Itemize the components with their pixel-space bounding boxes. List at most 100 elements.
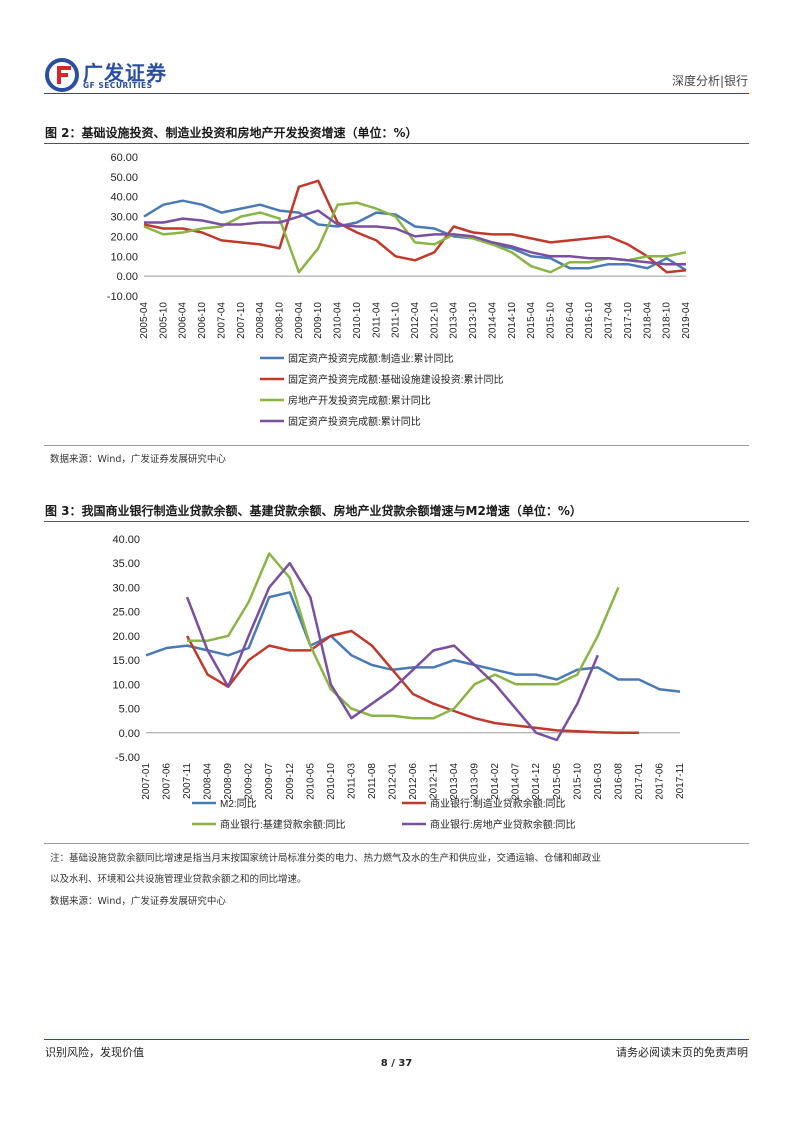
chart2-x-tick-label: 2008-09 <box>223 763 234 800</box>
chart1-y-tick-label: 40.00 <box>110 192 138 204</box>
chart2-legend-label-3: 商业银行:房地产业贷款余额:同比 <box>430 818 576 831</box>
chart2-x-tick-label: 2015-05 <box>552 763 563 800</box>
chart1-y-tick-label: 30.00 <box>110 212 138 224</box>
chart2-x-tick-label: 2012-11 <box>429 763 440 799</box>
chart1-x-tick-label: 2006-04 <box>178 302 189 339</box>
logo-english-name: GF SECURITIES <box>83 81 153 90</box>
chart1-x-tick-label: 2013-04 <box>449 302 460 339</box>
chart1-x-tick-label: 2012-04 <box>410 302 421 339</box>
chart2-x-tick-label: 2007-11 <box>182 763 193 799</box>
figure3-chart: 40.00 35.00 30.00 25.00 20.00 15.00 10.00 5.00 0… <box>112 534 686 831</box>
chart1-x-tick-label: 2017-04 <box>604 302 615 339</box>
chart2-x-tick-label: 2017-06 <box>654 763 665 800</box>
figure3-source: 数据来源：Wind，广发证券发展研究中心 <box>50 896 226 907</box>
chart1-x-tick-label: 2007-10 <box>236 302 247 339</box>
chart2-y-tick-label: 5.00 <box>119 704 140 716</box>
chart1-series-3-line <box>144 209 686 266</box>
chart1-x-tick-label: 2005-04 <box>139 302 150 339</box>
chart1-x-tick-label: 2019-04 <box>681 302 692 339</box>
figure2-chart: 60.00 50.00 40.00 30.00 20.00 10.00 0.00 -10.00… <box>107 152 692 428</box>
chart2-x-tick-label: 2009-02 <box>244 763 255 800</box>
chart2-y-tick-label: 15.00 <box>112 655 140 667</box>
chart1-x-tick-label: 2009-04 <box>294 302 305 339</box>
chart1-legend-label-3: 固定资产投资完成额:累计同比 <box>288 415 421 428</box>
figure2-title: 图 2：基础设施投资、制造业投资和房地产开发投资增速（单位：%） <box>45 126 418 140</box>
footer-divider <box>44 1039 749 1040</box>
chart2-x-tick-label: 2009-12 <box>285 763 296 800</box>
chart2-y-tick-label: -5.00 <box>115 752 140 764</box>
chart2-y-tick-label: 10.00 <box>112 679 140 691</box>
chart2-y-tick-label: 30.00 <box>112 582 140 594</box>
footer-slogan: 识别风险，发现价值 <box>45 1046 144 1059</box>
chart2-x-tick-label: 2015-10 <box>572 763 583 800</box>
chart1-x-tick-label: 2010-04 <box>333 302 344 339</box>
figure2-bottom-rule <box>44 445 749 446</box>
chart1-x-tick-label: 2014-10 <box>507 302 518 339</box>
chart2-y-tick-label: 0.00 <box>119 728 140 740</box>
chart1-y-tick-label: 50.00 <box>110 172 138 184</box>
chart2-x-tick-label: 2010-10 <box>326 763 337 800</box>
chart2-y-tick-label: 20.00 <box>112 631 140 643</box>
chart2-x-tick-label: 2014-12 <box>531 763 542 800</box>
figure2-top-rule <box>44 143 749 144</box>
chart2-legend-label-1: 商业银行:制造业贷款余额:同比 <box>430 797 566 810</box>
chart1-x-tick-label: 2016-04 <box>565 302 576 339</box>
chart2-x-tick-label: 2013-09 <box>470 763 481 800</box>
chart1-legend-label-2: 房地产开发投资完成额:累计同比 <box>288 394 431 407</box>
chart1-x-tick-label: 2012-10 <box>429 302 440 339</box>
chart2-x-tick-label: 2014-02 <box>490 763 501 800</box>
chart2-x-tick-label: 2013-04 <box>449 763 460 800</box>
chart1-legend-label-1: 固定资产投资完成额:基础设施建设投资:累计同比 <box>288 373 504 386</box>
chart1-x-tick-label: 2013-10 <box>468 302 479 339</box>
header-divider <box>44 93 749 94</box>
gf-logo-icon <box>45 58 79 92</box>
figure3-note: 注：基础设施贷款余额同比增速是指当月末按国家统计局标准分类的电力、热力燃气及水的… <box>50 848 750 890</box>
figure3-top-rule <box>44 521 749 522</box>
chart2-y-tick-label: 40.00 <box>112 534 140 546</box>
chart1-x-tick-label: 2005-10 <box>158 302 169 339</box>
chart2-x-tick-label: 2016-03 <box>593 763 604 800</box>
page-number: 8 / 37 <box>380 1058 413 1069</box>
chart2-x-tick-label: 2016-08 <box>613 763 624 800</box>
chart2-x-tick-label: 2010-05 <box>305 763 316 800</box>
chart2-series-3-line <box>185 561 599 742</box>
chart1-x-tick-label: 2016-10 <box>584 302 595 339</box>
footer-disclaimer: 请务必阅读末页的免责声明 <box>616 1046 748 1059</box>
chart1-y-tick-label: 0.00 <box>117 271 138 283</box>
chart1-x-tick-label: 2011-04 <box>371 302 382 338</box>
chart2-x-tick-label: 2012-06 <box>408 763 419 800</box>
chart2-x-tick-label: 2014-07 <box>511 763 522 800</box>
report-section: 深度分析|银行 <box>671 74 748 88</box>
chart1-x-tick-label: 2010-10 <box>352 302 363 339</box>
chart1-x-tick-label: 2015-04 <box>526 302 537 339</box>
chart1-x-tick-label: 2018-10 <box>662 302 673 339</box>
chart2-x-tick-label: 2017-11 <box>675 763 686 799</box>
chart2-x-tick-label: 2008-04 <box>203 763 214 800</box>
chart1-series-0-line <box>143 199 687 272</box>
chart2-y-tick-label: 35.00 <box>112 558 140 570</box>
chart2-legend-label-2: 商业银行:基建贷款余额:同比 <box>220 818 346 831</box>
chart1-series-1-line <box>143 179 687 274</box>
chart2-series-2-line <box>187 552 620 720</box>
chart1-x-tick-label: 2011-10 <box>391 302 402 338</box>
chart1-x-tick-label: 2007-04 <box>216 302 227 339</box>
figure2-source: 数据来源：Wind，广发证券发展研究中心 <box>50 454 226 465</box>
chart2-x-tick-label: 2011-03 <box>346 763 357 799</box>
chart1-y-tick-label: 10.00 <box>110 251 138 263</box>
chart2-legend-label-0: M2:同比 <box>220 798 257 810</box>
company-logo: 广发证券 GF SECURITIES <box>45 57 175 93</box>
chart1-y-tick-label: 60.00 <box>110 152 138 164</box>
figure3-note-line2: 以及水利、环境和公共设施管理业贷款余额之和的同比增速。 <box>50 874 307 885</box>
chart1-series-2-line <box>143 201 687 274</box>
logo-chinese-name: 广发证券 <box>83 61 167 85</box>
figure3-bottom-rule <box>44 843 749 844</box>
chart2-x-tick-label: 2011-08 <box>367 763 378 799</box>
chart2-x-tick-label: 2012-01 <box>387 763 398 800</box>
chart1-x-tick-label: 2008-10 <box>275 302 286 339</box>
chart1-legend-label-0: 固定资产投资完成额:制造业:累计同比 <box>288 352 454 365</box>
chart1-x-tick-label: 2018-04 <box>642 302 653 339</box>
chart1-y-tick-label: 20.00 <box>110 231 138 243</box>
chart2-series-1-line <box>185 629 639 735</box>
chart1-x-tick-label: 2015-10 <box>546 302 557 339</box>
chart2-x-tick-label: 2017-01 <box>634 763 645 800</box>
